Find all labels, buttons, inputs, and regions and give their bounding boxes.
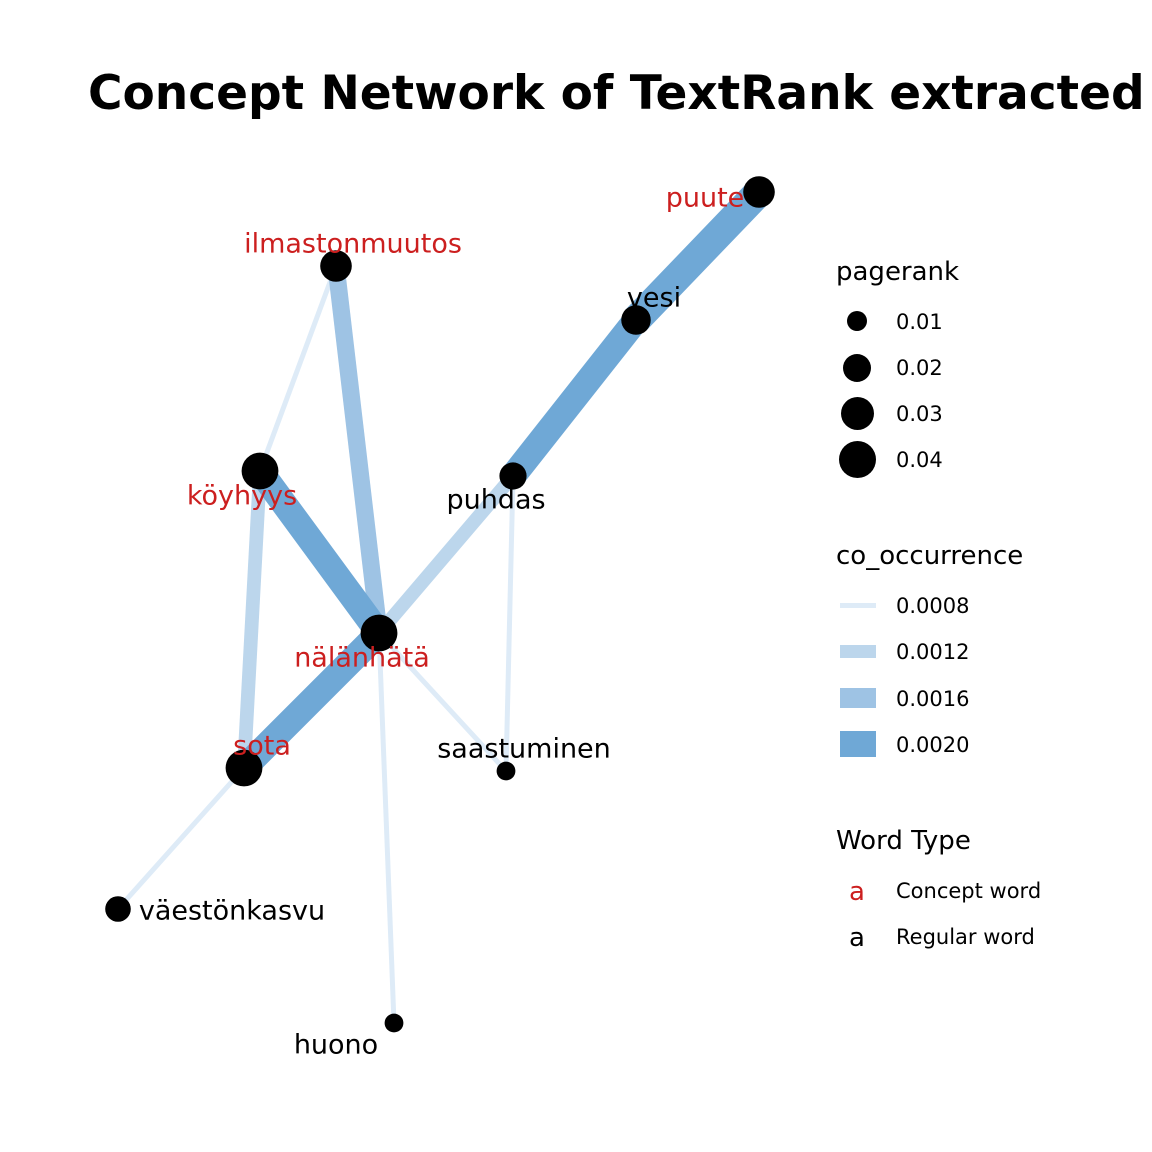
node-label-puhdas: puhdas (446, 485, 545, 516)
node-label-nalanhata: nälänhätä (294, 643, 430, 674)
legend-pagerank-label: 0.02 (896, 356, 943, 380)
node-label-puute: puute (666, 183, 745, 214)
node-label-koyhyys: köyhyys (187, 481, 297, 512)
node-label-vaestonkasvu: väestönkasvu (139, 896, 325, 927)
legend-co-occurrence-label: 0.0016 (896, 687, 970, 711)
legend-pagerank-label: 0.03 (896, 402, 943, 426)
node-ilmastonmuutos (320, 250, 352, 282)
legend-co-occurrence-label: 0.0012 (896, 640, 970, 664)
legend-pagerank-key (839, 441, 876, 478)
node-koyhyys (241, 452, 279, 490)
legend-co-occurrence-key (840, 731, 876, 757)
legend-co-occurrence-title: co_occurrence (836, 541, 1024, 571)
node-label-huono: huono (294, 1030, 378, 1061)
node-label-saastuminen: saastuminen (437, 734, 611, 765)
edge-ilmastonmuutos-koyhyys (257, 265, 339, 472)
legend-word-type-regular-key: a (849, 923, 865, 953)
node-saastuminen (496, 761, 516, 781)
node-vaestonkasvu (105, 896, 131, 922)
node-layer (105, 176, 775, 1033)
edge-nalanhata-saastuminen (377, 631, 508, 773)
legend-word-type-concept-key: a (849, 877, 865, 907)
node-sota (225, 749, 263, 787)
node-label-vesi: vesi (627, 283, 681, 314)
node-puhdas (499, 462, 527, 490)
legend-co-occurrence-key (840, 688, 876, 708)
edge-puhdas-vesi (502, 311, 647, 485)
legend-word-type-title: Word Type (836, 826, 971, 856)
node-label-sota: sota (233, 731, 291, 762)
edge-layer (116, 181, 770, 1024)
label-layer: puute ilmastonmuutos vesi köyhyys puhdas nälä… (139, 183, 744, 1061)
edge-koyhyys-nalanhata (249, 463, 390, 641)
node-vesi (621, 305, 651, 335)
figure-title: Concept Network of TextRank extracted (88, 66, 1145, 121)
legend-word-type-label: Concept word (896, 879, 1042, 903)
node-puute (743, 176, 775, 208)
legend-pagerank-label: 0.01 (896, 310, 943, 334)
edge-sota-vaestonkasvu (116, 766, 246, 911)
edge-nalanhata-huono (376, 632, 397, 1024)
node-huono (384, 1013, 404, 1033)
legend-co-occurrence-key (840, 645, 876, 658)
edge-vesi-puute (625, 181, 770, 331)
edge-koyhyys-sota (237, 470, 267, 769)
node-nalanhata (360, 614, 398, 652)
edge-sota-nalanhata (234, 623, 389, 778)
legend-pagerank-key (847, 311, 867, 331)
legend-pagerank-title: pagerank (836, 257, 960, 287)
legend-pagerank-key (843, 354, 871, 382)
legend-co-occurrence-label: 0.0020 (896, 733, 970, 757)
edge-nalanhata-puhdas (373, 471, 519, 638)
legend-co-occurrence-label: 0.0008 (896, 594, 970, 618)
edge-puhdas-saastuminen (503, 475, 516, 772)
legend-pagerank-label: 0.04 (896, 448, 943, 472)
edge-ilmastonmuutos-nalanhata (327, 264, 388, 635)
node-label-ilmastonmuutos: ilmastonmuutos (244, 229, 462, 260)
legend-word-type-label: Regular word (896, 925, 1035, 949)
legend-pagerank-key (841, 397, 874, 430)
legend-co-occurrence-key (840, 603, 876, 608)
